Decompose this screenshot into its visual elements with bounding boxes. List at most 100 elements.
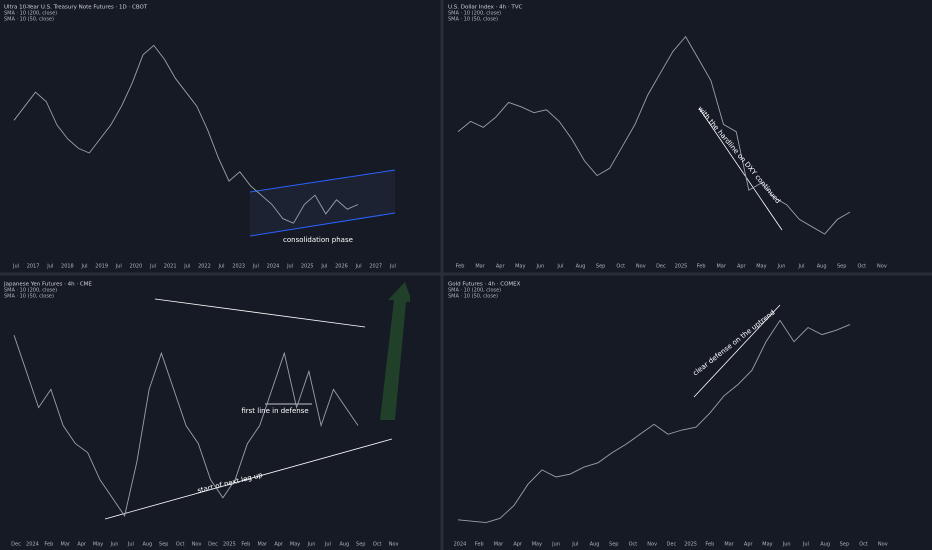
x-tick-label: Feb <box>697 264 706 270</box>
x-tick-label: May <box>756 264 766 270</box>
trend-line <box>698 107 783 231</box>
x-tick-label: May <box>290 542 300 548</box>
price-axis <box>410 0 440 272</box>
x-tick-label: 2024 <box>26 542 39 548</box>
arrow <box>380 282 412 420</box>
x-tick-label: 2023 <box>232 264 245 270</box>
indicator-label: SMA · 10 (50, close) <box>448 17 498 23</box>
indicator-label: SMA · 10 (50, close) <box>4 294 54 300</box>
indicator-label: SMA · 10 (200, close) <box>4 288 57 294</box>
x-tick-label: 2022 <box>198 264 211 270</box>
x-tick-label: May <box>93 542 103 548</box>
x-tick-label: Sep <box>596 264 605 270</box>
x-tick-label: Aug <box>590 542 600 548</box>
x-tick-label: Jul <box>802 542 809 548</box>
x-tick-label: Sep <box>837 264 846 270</box>
panel-title: Gold Futures · 4h · COMEX <box>448 282 521 288</box>
indicator-label: SMA · 10 (200, close) <box>448 11 501 17</box>
x-tick-label: Feb <box>44 542 53 548</box>
x-tick-label: 2021 <box>164 264 177 270</box>
x-tick-label: Oct <box>616 264 625 270</box>
x-tick-label: 2025 <box>301 264 314 270</box>
x-tick-label: 2025 <box>223 542 236 548</box>
x-tick-label: Jun <box>110 542 119 548</box>
x-tick-label: Jun <box>551 542 560 548</box>
x-tick-label: Oct <box>859 542 868 548</box>
x-tick-label: Aug <box>142 542 152 548</box>
price-line <box>457 35 851 235</box>
x-tick-label: 2026 <box>335 264 348 270</box>
price-line <box>13 335 359 518</box>
x-tick-label: Jul <box>127 542 134 548</box>
x-tick-label: Jul <box>12 264 19 270</box>
x-tick-label: Feb <box>456 264 465 270</box>
price-line <box>13 44 359 224</box>
x-tick-label: Feb <box>241 542 250 548</box>
x-tick-label: Oct <box>373 542 382 548</box>
panel-title: U.S. Dollar Index · 4h · TVC <box>448 5 523 11</box>
x-tick-label: Jul <box>80 264 87 270</box>
x-tick-label: Mar <box>475 264 485 270</box>
annotation: first line in defense <box>241 407 308 415</box>
x-tick-label: 2025 <box>684 542 697 548</box>
x-tick-label: 2019 <box>95 264 108 270</box>
x-tick-label: Jul <box>324 542 331 548</box>
x-tick-label: Sep <box>840 542 849 548</box>
x-tick-label: Nov <box>878 542 888 548</box>
channel-line <box>249 212 396 237</box>
x-tick-label: Mar <box>494 542 504 548</box>
x-tick-label: 2018 <box>61 264 74 270</box>
trend-line <box>154 298 366 328</box>
channel-line <box>249 169 396 193</box>
x-tick-label: Mar <box>724 542 734 548</box>
chart-panel: Ultra 10-Year U.S. Treasury Note Futures… <box>4 0 440 272</box>
indicator-label: SMA · 10 (50, close) <box>448 294 498 300</box>
x-tick-label: Feb <box>475 542 484 548</box>
indicator-label: SMA · 10 (50, close) <box>4 17 54 23</box>
x-tick-label: Apr <box>496 264 506 270</box>
x-tick-label: Jul <box>115 264 122 270</box>
indicator-label: SMA · 10 (200, close) <box>448 288 501 294</box>
x-tick-label: 2027 <box>369 264 382 270</box>
x-tick-label: Sep <box>159 542 168 548</box>
x-tick-label: Apr <box>274 542 284 548</box>
price-axis <box>902 277 932 550</box>
x-tick-label: 2020 <box>130 264 143 270</box>
x-tick-label: Aug <box>339 542 349 548</box>
x-tick-label: Mar <box>716 264 726 270</box>
x-tick-label: Jul <box>798 264 805 270</box>
x-tick-label: Oct <box>176 542 185 548</box>
x-tick-label: Aug <box>820 542 830 548</box>
x-tick-label: Apr <box>737 264 747 270</box>
trend-line <box>693 304 781 398</box>
x-tick-label: Apr <box>744 542 754 548</box>
x-tick-label: May <box>532 542 542 548</box>
x-tick-label: Jul <box>389 264 396 270</box>
x-tick-label: Jul <box>556 264 563 270</box>
x-tick-label: Aug <box>576 264 586 270</box>
x-tick-label: Jul <box>183 264 190 270</box>
x-tick-label: Jul <box>320 264 327 270</box>
x-tick-label: Mar <box>258 542 268 548</box>
x-tick-label: Feb <box>705 542 714 548</box>
x-tick-label: Jul <box>252 264 259 270</box>
x-tick-label: 2024 <box>267 264 280 270</box>
x-tick-label: Apr <box>77 542 87 548</box>
x-tick-label: Oct <box>857 264 866 270</box>
x-tick-label: Aug <box>817 264 827 270</box>
x-tick-label: Jul <box>286 264 293 270</box>
x-tick-label: Nov <box>192 542 202 548</box>
x-tick-label: Jun <box>782 542 791 548</box>
x-tick-label: Jul <box>571 542 578 548</box>
x-tick-label: Sep <box>609 542 618 548</box>
x-tick-label: Nov <box>877 264 887 270</box>
x-tick-label: Jul <box>149 264 156 270</box>
x-tick-label: 2017 <box>27 264 40 270</box>
x-tick-label: Jun <box>307 542 316 548</box>
price-axis <box>902 0 932 272</box>
x-tick-label: Jun <box>777 264 786 270</box>
x-tick-label: Nov <box>647 542 657 548</box>
x-tick-label: Dec <box>667 542 677 548</box>
